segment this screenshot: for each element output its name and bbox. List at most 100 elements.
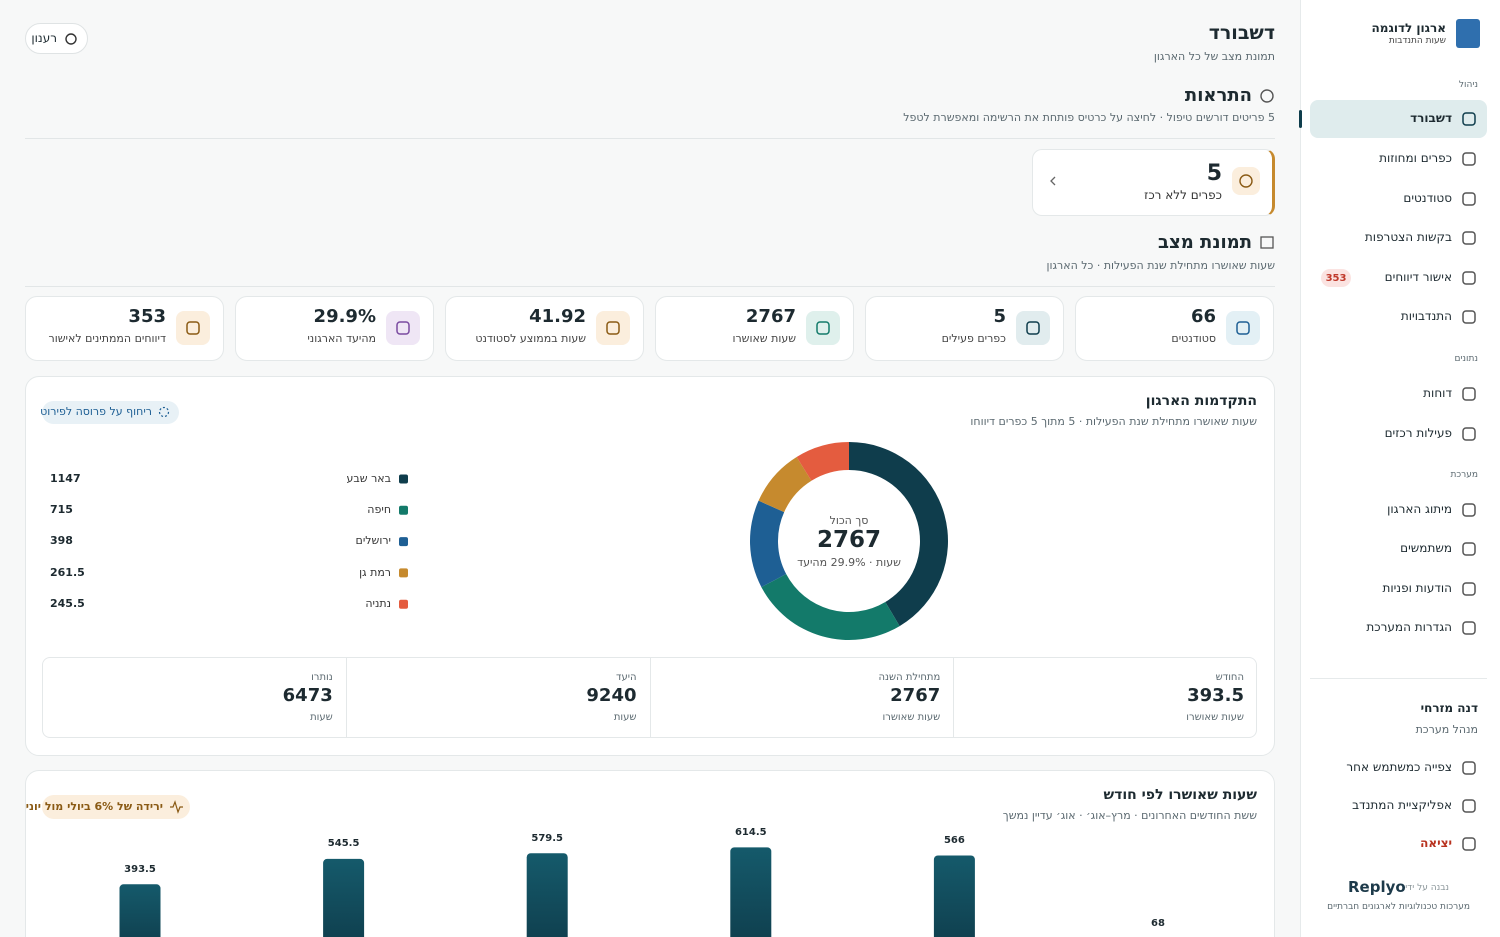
nav-label[interactable]: הודעות ופניות [1382, 581, 1452, 596]
nav-item[interactable] [1310, 100, 1487, 138]
legend-label: ירושלים [355, 534, 391, 548]
bar-value-label: 614.5 [734, 826, 767, 838]
monthly-title: שעות שאושרו לפי חודש [1103, 786, 1257, 803]
progress-subtitle: שעות שאושרו מתחילת שנת הפעילות · 5 מתוך … [970, 414, 1257, 428]
totals-separator [649, 658, 651, 737]
bell-icon [1260, 89, 1274, 103]
nav-label[interactable]: בקשות הצטרפות [1364, 230, 1452, 245]
nav-label[interactable]: אישור דיווחים [1384, 270, 1452, 285]
footer-brand: Replyo [1348, 878, 1406, 897]
header-divider [25, 138, 1275, 139]
kpi-value: 66 [1190, 306, 1216, 328]
user-action-label[interactable]: יציאה [1420, 836, 1452, 851]
kpi-label: דיווחים הממתינים לאישור [48, 331, 166, 345]
total-value: 2767 [890, 685, 941, 707]
nav-item[interactable] [1310, 180, 1487, 218]
chart-icon [1260, 236, 1274, 249]
kpi-label: שעות שאושרו [732, 331, 796, 345]
legend-value: 245.5 [50, 597, 85, 611]
sidebar-divider [1310, 678, 1487, 679]
nav-label[interactable]: כפרים ומחוזות [1379, 151, 1452, 166]
kpi-icon [1226, 311, 1260, 345]
alert-value: 5 [1206, 160, 1222, 186]
alerts-subtitle: 5 פריטים דורשים טיפול · לחיצה על כרטיס פ… [903, 110, 1275, 124]
nav-label[interactable]: סטודנטים [1403, 191, 1452, 206]
kpi-value: 2767 [745, 306, 796, 328]
donut-center-value: 2767 [816, 527, 882, 554]
user-action-label[interactable]: צפייה כמשתמש אחר [1346, 760, 1452, 775]
nav-label[interactable]: הגדרות המערכת [1366, 620, 1452, 635]
progress-title: התקדמות הארגון [1145, 392, 1257, 409]
nav-label[interactable]: משתמשים [1400, 541, 1452, 556]
legend-value: 715 [50, 503, 73, 517]
total-value: 9240 [586, 685, 637, 707]
nav-item[interactable] [1310, 375, 1487, 413]
org-logo [1456, 19, 1480, 48]
nav-badge-count: 353 [1325, 272, 1347, 284]
monthly-subtitle: ששת החודשים האחרונים · מרץ–אוג׳ · אוג׳ ע… [1002, 808, 1257, 822]
totals-separator [345, 658, 347, 737]
kpi-value: 29.9% [313, 306, 376, 328]
donut-center-note: שעות · 29.9% מהיעד [797, 555, 901, 569]
total-label: היעד [616, 671, 637, 683]
hint-text: ריחוף על פרוסה לפירוט [40, 404, 152, 418]
bar-value-label: 566 [943, 834, 965, 846]
total-unit: שעות [613, 711, 637, 723]
nav-label[interactable]: התנדבויות [1400, 309, 1452, 324]
hint-pill [42, 401, 179, 424]
user-name: דנה מזרחי [1420, 701, 1478, 716]
alerts-title: התראות [1184, 85, 1252, 107]
donut-center-label: סך הכול [829, 513, 869, 527]
kpi-label: סטודנטים [1171, 331, 1216, 345]
status-title: תמונת מצב [1158, 232, 1252, 254]
bar-value-label: 579.5 [531, 832, 564, 844]
nav-label[interactable]: פעילות רכזים [1384, 426, 1452, 441]
refresh-label: רענון [31, 31, 57, 46]
nav-item[interactable] [1310, 298, 1487, 336]
kpi-icon [386, 311, 420, 345]
legend-label: חיפה [367, 503, 391, 517]
kpi-icon [596, 311, 630, 345]
kpi-value: 353 [128, 306, 166, 328]
kpi-value: 41.92 [529, 306, 586, 328]
nav-section-title: מערכת [1450, 470, 1478, 481]
total-label: החודש [1215, 671, 1244, 683]
trend-badge [42, 795, 190, 819]
org-subtitle: שעות התנדבות [1388, 36, 1446, 47]
nav-item[interactable] [1310, 530, 1487, 568]
page-subtitle: תמונת מצב של כל הארגון [1153, 49, 1275, 63]
totals-box [42, 657, 1257, 738]
legend-label: באר שבע [346, 471, 391, 485]
kpi-icon [806, 311, 840, 345]
refresh-button[interactable] [25, 23, 88, 54]
nav-label[interactable]: דשבורד [1410, 111, 1452, 126]
user-action[interactable] [1310, 827, 1487, 861]
total-value: 393.5 [1187, 685, 1244, 707]
footer-tagline: מערכות טכנולוגיות לארגונים חברתיים [1327, 902, 1470, 913]
total-label: מתחילת השנה [878, 671, 941, 683]
status-divider [25, 286, 1275, 287]
kpi-value: 5 [993, 306, 1006, 328]
kpi-icon [1016, 311, 1050, 345]
kpi-label: מהיעד הארגוני [307, 331, 376, 345]
kpi-icon [176, 311, 210, 345]
bar-value-label: 545.5 [327, 838, 360, 850]
user-action-label[interactable]: אפליקציית המתנדב [1352, 798, 1452, 813]
nav-label[interactable]: דוחות [1423, 386, 1452, 401]
status-subtitle: שעות שאושרו מתחילת שנת הפעילות · כל הארג… [1046, 258, 1275, 272]
kpi-label: כפרים פעילים [941, 331, 1006, 345]
legend-value: 398 [50, 534, 73, 548]
nav-label[interactable]: מיתוג הארגון [1387, 502, 1452, 517]
alert-icon [1232, 167, 1260, 195]
page-title: דשבורד [1208, 21, 1275, 44]
active-indicator [1299, 110, 1302, 128]
trend-text: ירידה של 6% ביולי מול יוני [25, 799, 163, 813]
legend-label: רמת גן [359, 565, 391, 579]
nav-section-title: ניהול [1458, 80, 1478, 91]
legend-label: נתניה [365, 597, 391, 611]
footer-built-by: נבנה על ידי [1405, 883, 1449, 894]
total-unit: שעות [310, 711, 333, 723]
kpi-label: שעות בממוצע לסטודנט [475, 331, 586, 345]
nav-badge [1321, 269, 1351, 287]
